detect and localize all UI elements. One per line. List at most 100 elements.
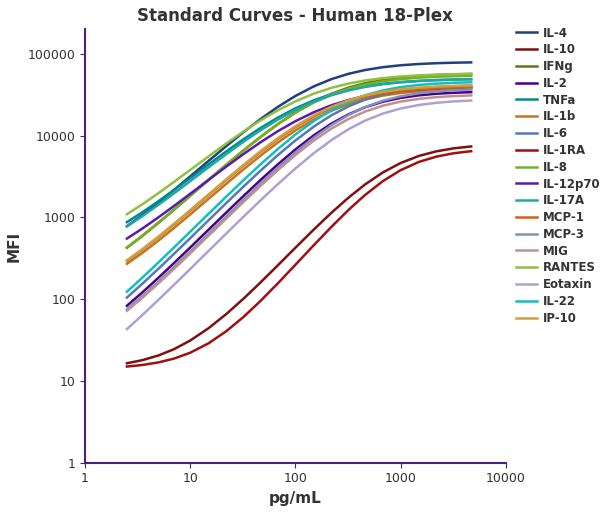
MIG xyxy=(223,215,230,222)
IFNg xyxy=(123,245,131,251)
Eotaxin xyxy=(170,282,178,288)
IL-1b xyxy=(139,250,146,256)
Eotaxin xyxy=(433,100,440,106)
IL-22 xyxy=(187,229,194,235)
IL-12p70 xyxy=(155,214,162,220)
IL-4 xyxy=(397,62,404,68)
IP-10 xyxy=(170,221,178,227)
RANTES xyxy=(468,71,475,77)
IL-1b xyxy=(361,96,368,103)
MCP-1 xyxy=(274,136,282,142)
MCP-3 xyxy=(361,104,368,110)
IL-22 xyxy=(274,146,282,152)
MCP-1 xyxy=(205,192,212,198)
IL-2 xyxy=(345,111,352,117)
IL-1RA xyxy=(223,328,230,334)
TNFa xyxy=(328,91,335,97)
Eotaxin xyxy=(187,266,194,272)
IFNg xyxy=(170,207,178,213)
IL-6 xyxy=(379,91,387,97)
IL-1RA xyxy=(123,364,131,370)
IL-12p70 xyxy=(450,85,457,91)
IFNg xyxy=(257,134,264,141)
IL-8 xyxy=(170,206,178,212)
IL-10 xyxy=(257,280,264,286)
IL-4 xyxy=(361,67,368,73)
MIG xyxy=(274,167,282,173)
RANTES xyxy=(450,71,457,77)
IL-1RA xyxy=(274,280,282,286)
IL-17A xyxy=(123,223,131,229)
IL-4 xyxy=(187,173,194,180)
MIG xyxy=(397,98,404,105)
IL-2 xyxy=(240,193,247,199)
IL-22 xyxy=(170,244,178,250)
IL-10 xyxy=(415,153,423,159)
IL-8 xyxy=(450,73,457,79)
RANTES xyxy=(274,107,282,113)
IL-6 xyxy=(257,168,264,174)
MIG xyxy=(123,308,131,314)
MIG xyxy=(345,116,352,122)
Eotaxin xyxy=(361,117,368,124)
IL-1RA xyxy=(415,159,423,165)
IL-17A xyxy=(257,128,264,134)
IL-1RA xyxy=(397,167,404,173)
IL-12p70 xyxy=(240,151,247,157)
IL-10 xyxy=(274,262,282,268)
IL-4 xyxy=(257,116,264,123)
IL-22 xyxy=(397,84,404,90)
IL-10 xyxy=(170,346,178,352)
Line: TNFa: TNFa xyxy=(127,79,471,222)
IL-4 xyxy=(433,60,440,66)
Line: IL-22: IL-22 xyxy=(127,82,471,292)
IL-17A xyxy=(450,76,457,83)
IL-22 xyxy=(310,118,317,124)
IL-1b xyxy=(205,195,212,202)
IL-8 xyxy=(274,121,282,127)
MCP-3 xyxy=(123,306,131,312)
IFNg xyxy=(397,74,404,81)
IL-4 xyxy=(292,93,299,99)
Eotaxin xyxy=(379,110,387,116)
IL-4 xyxy=(240,129,247,135)
IL-17A xyxy=(240,139,247,145)
Eotaxin xyxy=(240,214,247,220)
IL-6 xyxy=(310,124,317,130)
Line: Eotaxin: Eotaxin xyxy=(127,101,471,329)
TNFa xyxy=(257,125,264,131)
IL-4 xyxy=(170,187,178,193)
Eotaxin xyxy=(345,126,352,132)
IP-10 xyxy=(310,112,317,119)
Line: IL-6: IL-6 xyxy=(127,86,471,298)
IL-2 xyxy=(292,146,299,152)
IL-4 xyxy=(450,60,457,66)
IL-2 xyxy=(223,209,230,215)
IL-4 xyxy=(223,143,230,149)
IL-6 xyxy=(468,83,475,89)
IP-10 xyxy=(433,84,440,90)
IL-1b xyxy=(415,88,423,94)
TNFa xyxy=(397,79,404,85)
IL-22 xyxy=(155,259,162,265)
RANTES xyxy=(187,167,194,173)
IL-17A xyxy=(155,202,162,208)
IL-10 xyxy=(328,210,335,216)
Eotaxin xyxy=(450,98,457,105)
IL-4 xyxy=(379,64,387,70)
IL-1b xyxy=(379,92,387,98)
IL-12p70 xyxy=(139,226,146,232)
MCP-3 xyxy=(223,213,230,220)
IFNg xyxy=(310,99,317,105)
IFNg xyxy=(468,71,475,77)
IFNg xyxy=(345,85,352,91)
MIG xyxy=(310,137,317,144)
IFNg xyxy=(205,177,212,183)
IL-6 xyxy=(345,103,352,109)
IL-1b xyxy=(328,108,335,114)
Eotaxin xyxy=(415,102,423,108)
MCP-1 xyxy=(345,98,352,105)
IL-1b xyxy=(187,211,194,218)
IL-6 xyxy=(361,96,368,103)
IL-12p70 xyxy=(468,84,475,90)
